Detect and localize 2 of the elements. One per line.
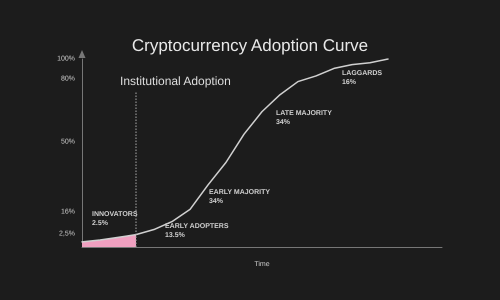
chart-title: Cryptocurrency Adoption Curve — [132, 36, 368, 55]
annotation: Institutional Adoption — [120, 74, 231, 88]
